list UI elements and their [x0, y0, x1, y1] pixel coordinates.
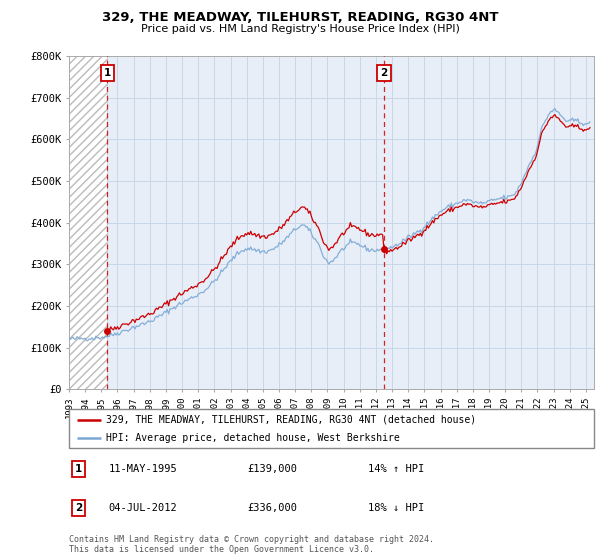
Text: £336,000: £336,000 [248, 503, 298, 513]
Text: 18% ↓ HPI: 18% ↓ HPI [368, 503, 425, 513]
Text: Price paid vs. HM Land Registry's House Price Index (HPI): Price paid vs. HM Land Registry's House … [140, 24, 460, 34]
Text: 04-JUL-2012: 04-JUL-2012 [109, 503, 177, 513]
Text: 14% ↑ HPI: 14% ↑ HPI [368, 464, 425, 474]
Text: 329, THE MEADWAY, TILEHURST, READING, RG30 4NT (detached house): 329, THE MEADWAY, TILEHURST, READING, RG… [106, 415, 476, 425]
Text: Contains HM Land Registry data © Crown copyright and database right 2024.
This d: Contains HM Land Registry data © Crown c… [69, 535, 434, 554]
Text: 11-MAY-1995: 11-MAY-1995 [109, 464, 177, 474]
Text: 1: 1 [75, 464, 82, 474]
Bar [69, 56, 107, 389]
Text: 329, THE MEADWAY, TILEHURST, READING, RG30 4NT: 329, THE MEADWAY, TILEHURST, READING, RG… [102, 11, 498, 24]
Text: 2: 2 [75, 503, 82, 513]
Text: 2: 2 [380, 68, 388, 78]
Text: £139,000: £139,000 [248, 464, 298, 474]
Text: 1: 1 [103, 68, 111, 78]
Text: HPI: Average price, detached house, West Berkshire: HPI: Average price, detached house, West… [106, 433, 400, 443]
